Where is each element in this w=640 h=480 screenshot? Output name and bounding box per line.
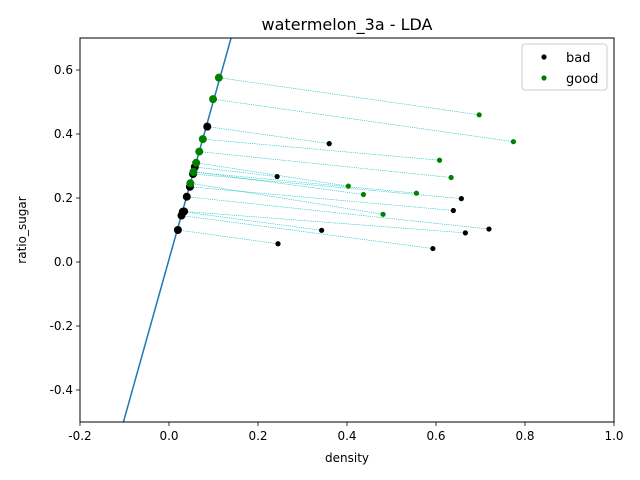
y-axis: -0.4 -0.2 0.0 0.2 0.4 0.6 <box>50 63 80 397</box>
good-projected-point <box>198 135 207 144</box>
bad-projection-link <box>181 215 433 249</box>
good-data-point <box>413 190 420 196</box>
good-projection-link <box>213 98 514 142</box>
plot-area <box>122 38 517 422</box>
bad-projection-link <box>184 211 466 234</box>
legend-marker-good <box>541 75 547 81</box>
bad-projection-link <box>193 173 462 199</box>
legend: bad good <box>521 43 608 91</box>
y-axis-label: ratio_sugar <box>15 196 29 263</box>
good-projected-point <box>195 147 204 156</box>
bad-data-point <box>430 245 436 252</box>
good-projected-point <box>192 158 201 167</box>
bad-projection-link <box>182 211 322 231</box>
bad-projected-point <box>203 122 212 131</box>
x-axis-label: density <box>325 451 369 465</box>
good-data-point <box>448 174 454 181</box>
good-projected-point <box>209 95 218 104</box>
legend-label-bad: bad <box>566 51 590 66</box>
good-projection-link <box>199 151 452 178</box>
legend-label-good: good <box>566 72 598 87</box>
good-data-point <box>436 157 443 163</box>
x-tick-label: 0.4 <box>337 429 356 443</box>
bad-data-point <box>450 207 456 214</box>
good-projection-link <box>218 77 480 116</box>
bad-projection-link <box>189 186 454 211</box>
x-tick-label: 0.6 <box>426 429 445 443</box>
bad-data-point <box>326 141 332 147</box>
x-axis: -0.2 0.0 0.2 0.4 0.6 0.8 1.0 <box>68 422 624 443</box>
bad-data-point <box>458 196 464 202</box>
bad-projection-link <box>177 229 279 245</box>
good-data-point <box>476 112 482 118</box>
x-tick-label: 0.0 <box>159 429 178 443</box>
good-projected-point <box>214 73 223 82</box>
bad-projected-point <box>182 192 191 201</box>
bad-projection-link <box>186 196 489 230</box>
x-tick-label: -0.2 <box>68 429 91 443</box>
bad-projected-point <box>173 226 182 234</box>
good-data-point <box>360 191 367 198</box>
y-tick-label: -0.4 <box>50 383 73 397</box>
y-tick-label: 0.4 <box>54 127 73 141</box>
good-data-point <box>345 183 351 189</box>
good-projection-link <box>202 138 440 161</box>
bad-data-point <box>275 241 281 247</box>
x-tick-label: 0.8 <box>515 429 534 443</box>
x-tick-label: 1.0 <box>604 429 623 443</box>
bad-data-point <box>486 226 492 232</box>
bad-data-point <box>274 173 280 180</box>
legend-marker-bad <box>541 54 547 60</box>
good-projected-point <box>186 179 195 188</box>
y-tick-label: 0.2 <box>54 191 73 205</box>
y-tick-label: 0.0 <box>54 255 73 269</box>
y-tick-label: -0.2 <box>50 319 73 333</box>
good-projected-point <box>189 167 198 176</box>
x-tick-label: 0.2 <box>248 429 267 443</box>
y-tick-label: 0.6 <box>54 63 73 77</box>
good-data-point <box>510 139 517 145</box>
good-projection-link <box>190 182 384 215</box>
plot-frame <box>79 37 615 423</box>
chart-title: watermelon_3a - LDA <box>262 15 433 35</box>
bad-projected-point <box>177 211 186 220</box>
bad-data-point <box>462 230 468 236</box>
good-projection-link <box>196 162 349 187</box>
bad-projection-link <box>194 166 278 177</box>
good-data-point <box>380 211 386 217</box>
bad-data-point <box>319 227 325 233</box>
bad-projection-link <box>207 126 330 144</box>
